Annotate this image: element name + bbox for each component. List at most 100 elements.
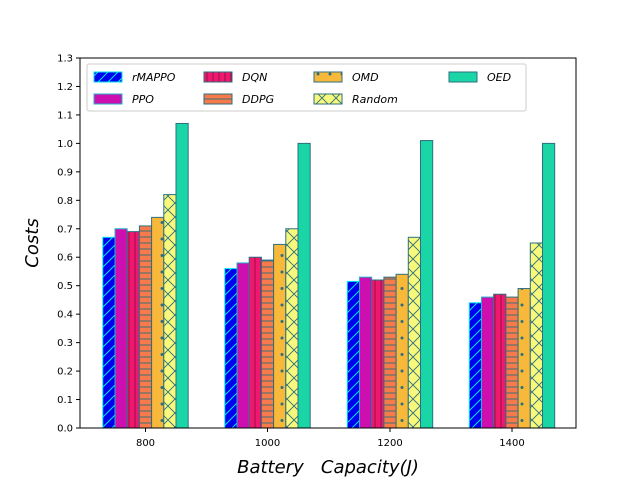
y-tick-label: 0.1 — [57, 395, 73, 406]
y-tick-label: 0.0 — [57, 424, 73, 435]
bar-hatch — [273, 244, 286, 428]
bar-hatch — [383, 277, 397, 428]
legend-swatch — [449, 72, 477, 82]
legend-label: rMAPPO — [132, 71, 176, 84]
bar-omd-1400 — [517, 288, 531, 429]
legend-label: DDPG — [242, 93, 274, 106]
bar-ppo-1000 — [236, 262, 250, 429]
bar-hatch — [249, 257, 262, 428]
legend-swatch-hatch — [94, 72, 122, 82]
bar-omd-800 — [151, 216, 165, 429]
bar-random-1200 — [407, 236, 421, 429]
y-tick-label: 0.4 — [57, 310, 73, 321]
bar-ddpg-1200 — [383, 276, 397, 429]
bar-fill — [298, 143, 311, 428]
legend-label: Random — [352, 93, 398, 106]
legend-label: OMD — [352, 71, 379, 84]
bar-hatch — [493, 294, 506, 428]
y-axis-title: Costs — [22, 218, 43, 267]
y-tick-label: 0.6 — [57, 253, 73, 264]
y-tick-label: 1.2 — [57, 82, 73, 93]
bar-ppo-1200 — [359, 276, 373, 429]
y-axis: 0.0 0.1 0.2 0.3 0.4 0.5 0.6 0.7 0.8 0.9 1.0 1.1 1.2 1… — [57, 54, 80, 435]
bar-hatch — [285, 228, 298, 428]
bar-hatch — [127, 231, 140, 428]
bar-hatch — [530, 243, 543, 428]
x-axis-title: Battery Capacity(J) — [237, 457, 419, 478]
y-tick-label: 1.3 — [57, 54, 73, 65]
legend-swatch — [94, 94, 122, 104]
bar-hatch — [408, 237, 421, 428]
bars-layer — [102, 122, 556, 429]
legend: rMAPPO PPO DQN DDPG OMD Random OED — [86, 63, 527, 112]
legend-entry-random: Random — [313, 93, 398, 106]
bar-dqn-1200 — [371, 279, 385, 429]
y-tick-label: 0.9 — [57, 167, 73, 178]
y-tick-label: 1.1 — [57, 110, 73, 121]
bar-hatch — [163, 194, 176, 428]
bar-oed-1000 — [297, 142, 311, 429]
x-tick-label: 1400 — [499, 438, 524, 449]
bar-omd-1200 — [395, 273, 409, 429]
legend-swatch-edge — [448, 71, 478, 83]
bar-ddpg-1000 — [260, 259, 275, 429]
bar-rmappo-1200 — [346, 280, 360, 429]
bar-ppo-1400 — [481, 296, 495, 429]
legend-entry-ppo: PPO — [93, 93, 154, 106]
legend-swatch-hatch — [204, 72, 232, 82]
y-tick-label: 0.5 — [57, 281, 73, 292]
x-tick-label: 1000 — [255, 438, 280, 449]
bar-fill — [481, 297, 494, 428]
bar-hatch — [347, 281, 360, 428]
bar-hatch — [151, 217, 164, 428]
bar-dqn-1400 — [493, 293, 507, 429]
bar-omd-1000 — [273, 243, 287, 429]
bar-random-1400 — [529, 242, 543, 429]
bar-rmappo-1000 — [224, 268, 238, 429]
legend-entry-ddpg: DDPG — [203, 93, 274, 106]
bar-fill — [420, 140, 433, 429]
bar-ppo-800 — [114, 228, 128, 429]
bar-hatch — [469, 302, 482, 428]
bar-fill — [542, 143, 555, 428]
legend-swatch-edge — [203, 71, 233, 83]
bar-fill — [176, 123, 189, 428]
y-tick-label: 0.2 — [57, 367, 73, 378]
bar-hatch — [518, 288, 531, 428]
x-axis: 800 1000 1200 1400 — [136, 428, 525, 449]
x-tick-label: 1200 — [377, 438, 402, 449]
bar-ddpg-800 — [138, 225, 153, 429]
y-tick-label: 1.0 — [57, 139, 73, 150]
legend-entry-dqn: DQN — [203, 71, 267, 84]
bar-dqn-1000 — [248, 256, 262, 429]
legend-swatch-hatch — [314, 72, 342, 82]
legend-entry-oed: OED — [448, 71, 511, 84]
bar-rmappo-1400 — [468, 302, 482, 429]
bar-fill — [115, 228, 128, 428]
bar-oed-1400 — [542, 142, 556, 429]
bar-ddpg-1400 — [505, 296, 519, 429]
legend-swatch-hatch — [204, 94, 232, 104]
y-tick-label: 0.3 — [57, 338, 73, 349]
bar-dqn-800 — [126, 231, 140, 429]
bar-fill — [359, 277, 372, 428]
bar-hatch — [261, 260, 274, 428]
legend-swatch-edge — [93, 71, 123, 83]
bar-oed-1200 — [420, 140, 434, 429]
bar-hatch — [505, 297, 519, 428]
bar-hatch — [139, 225, 152, 428]
legend-swatch-edge — [93, 93, 123, 105]
bar-rmappo-800 — [102, 236, 116, 429]
bar-random-800 — [163, 194, 177, 429]
bar-random-1000 — [285, 228, 299, 429]
y-tick-label: 0.7 — [57, 224, 73, 235]
y-tick-label: 0.8 — [57, 196, 73, 207]
bar-fill — [237, 262, 250, 428]
legend-label: OED — [487, 71, 511, 84]
bar-hatch — [102, 237, 115, 428]
legend-entry-rmappo: rMAPPO — [93, 71, 176, 84]
legend-swatch-edge — [313, 93, 343, 105]
x-tick-label: 800 — [136, 438, 155, 449]
legend-swatch-edge — [313, 71, 343, 83]
